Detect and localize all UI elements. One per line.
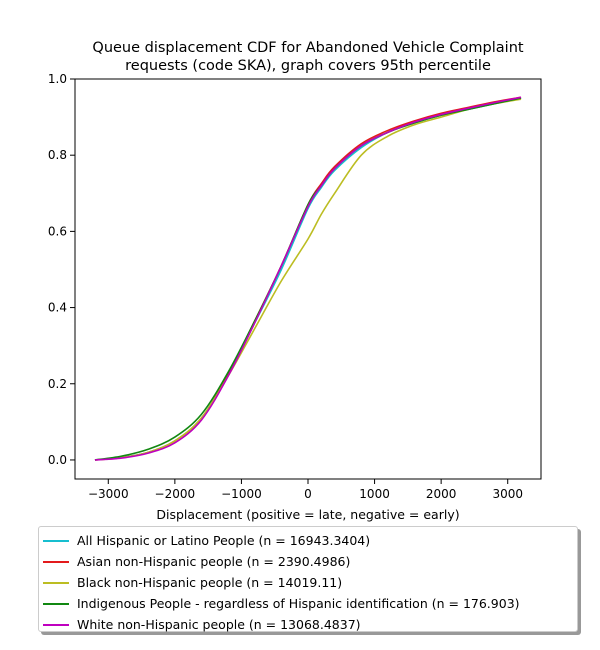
y-tick-label: 0.0 bbox=[48, 453, 67, 467]
legend-label: Black non-Hispanic people (n = 14019.11) bbox=[77, 575, 343, 590]
legend-entry: All Hispanic or Latino People (n = 16943… bbox=[41, 530, 577, 551]
legend-swatch bbox=[43, 623, 69, 626]
chart-title-line-2: requests (code SKA), graph covers 95th p… bbox=[125, 58, 491, 74]
chart-title: Queue displacement CDF for Abandoned Veh… bbox=[92, 40, 523, 74]
series-line-3 bbox=[94, 98, 522, 461]
y-tick-label: 1.0 bbox=[48, 72, 67, 86]
y-tick-label: 0.4 bbox=[48, 301, 67, 315]
series-lines bbox=[94, 96, 522, 461]
legend-swatch bbox=[43, 581, 69, 584]
series-line-1 bbox=[94, 97, 522, 461]
series-line-4 bbox=[94, 97, 522, 461]
x-axis-ticks: −3000 −2000 −1000 0 1000 2000 3000 bbox=[88, 479, 523, 501]
series-line-2 bbox=[94, 96, 522, 461]
legend: All Hispanic or Latino People (n = 16943… bbox=[38, 526, 578, 632]
plot-area bbox=[74, 78, 542, 480]
y-tick-label: 0.6 bbox=[48, 224, 67, 238]
y-tick-label: 0.8 bbox=[48, 148, 67, 162]
x-tick-label: −3000 bbox=[88, 487, 129, 501]
legend-entry: Black non-Hispanic people (n = 14019.11) bbox=[41, 572, 577, 593]
x-tick-label: 3000 bbox=[492, 487, 523, 501]
legend-label: White non-Hispanic people (n = 13068.483… bbox=[77, 617, 361, 632]
legend-label: Indigenous People - regardless of Hispan… bbox=[77, 596, 520, 611]
legend-entry: Indigenous People - regardless of Hispan… bbox=[41, 593, 577, 614]
legend-entry: Asian non-Hispanic people (n = 2390.4986… bbox=[41, 551, 577, 572]
legend-label: All Hispanic or Latino People (n = 16943… bbox=[77, 533, 371, 548]
legend-swatch bbox=[43, 560, 69, 563]
legend-swatch bbox=[43, 539, 69, 542]
series-line-5 bbox=[94, 96, 522, 461]
x-tick-label: 1000 bbox=[359, 487, 390, 501]
x-axis-label: Displacement (positive = late, negative … bbox=[156, 507, 459, 522]
chart-title-line-1: Queue displacement CDF for Abandoned Veh… bbox=[92, 40, 523, 56]
y-axis-ticks: 0.0 0.2 0.4 0.6 0.8 1.0 bbox=[48, 72, 75, 467]
y-tick-label: 0.2 bbox=[48, 377, 67, 391]
legend-entry: White non-Hispanic people (n = 13068.483… bbox=[41, 614, 577, 635]
x-tick-label: −1000 bbox=[221, 487, 262, 501]
x-tick-label: 2000 bbox=[426, 487, 457, 501]
x-tick-label: −2000 bbox=[155, 487, 196, 501]
x-tick-label: 0 bbox=[304, 487, 312, 501]
legend-swatch bbox=[43, 602, 69, 605]
legend-label: Asian non-Hispanic people (n = 2390.4986… bbox=[77, 554, 351, 569]
